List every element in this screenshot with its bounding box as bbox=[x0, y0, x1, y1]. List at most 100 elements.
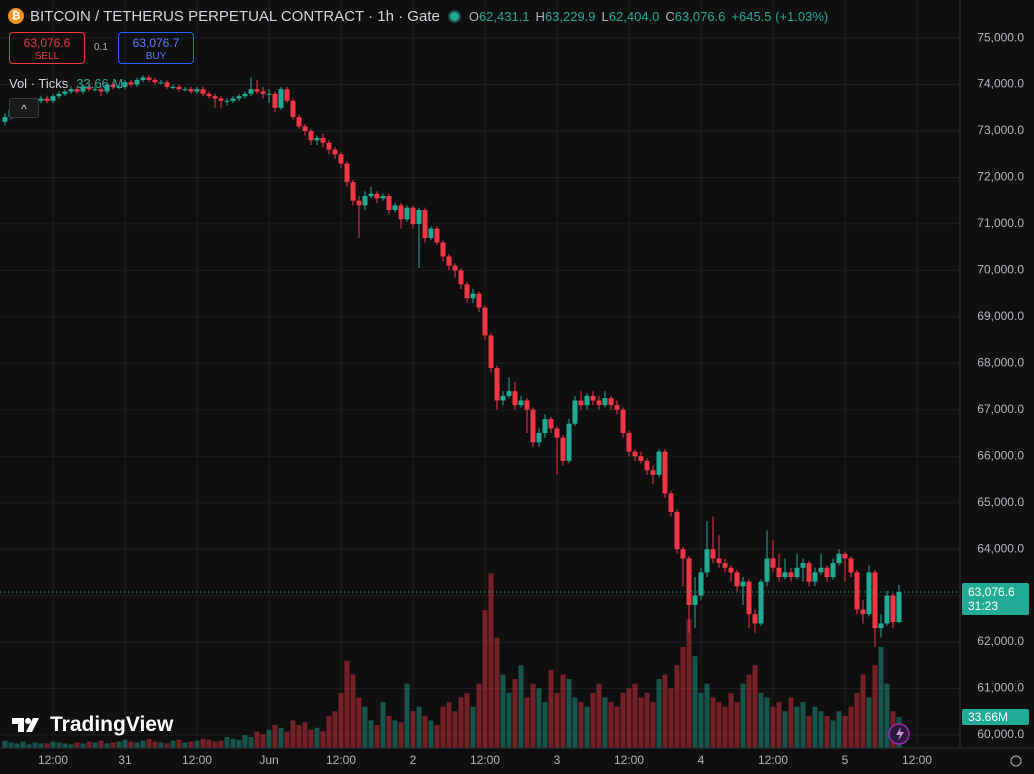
volume-bar bbox=[218, 740, 224, 748]
volume-bar bbox=[518, 665, 524, 748]
volume-bar bbox=[530, 683, 536, 748]
volume-bar bbox=[494, 637, 500, 748]
candle-body bbox=[122, 82, 128, 87]
volume-bar bbox=[62, 743, 68, 748]
volume-bar bbox=[620, 692, 626, 748]
volume-bar bbox=[362, 706, 368, 748]
candle-body bbox=[254, 89, 260, 92]
candle-body bbox=[626, 433, 632, 452]
x-tick-label: 12:00 bbox=[758, 753, 788, 767]
candle-body bbox=[170, 86, 176, 88]
candle-body bbox=[260, 91, 266, 94]
volume-bar bbox=[686, 619, 692, 748]
volume-bar bbox=[404, 683, 410, 748]
volume-bar bbox=[806, 715, 812, 748]
candle-body bbox=[344, 163, 350, 183]
candle-body bbox=[488, 335, 494, 368]
legend-value: 62,404.0 bbox=[608, 8, 660, 24]
candle-body bbox=[338, 154, 344, 164]
volume-bar bbox=[596, 683, 602, 748]
candle-body bbox=[506, 391, 512, 396]
candle-body bbox=[614, 405, 620, 410]
x-tick-label: 31 bbox=[118, 753, 132, 767]
y-tick-label: 68,000.0 bbox=[977, 355, 1024, 369]
candle-body bbox=[770, 558, 776, 568]
candle-body bbox=[458, 270, 464, 285]
volume-bar bbox=[818, 711, 824, 748]
candle-body bbox=[68, 89, 74, 92]
volume-bar bbox=[236, 739, 242, 748]
candle-body bbox=[230, 98, 236, 101]
volume-bar bbox=[14, 743, 20, 748]
candle-body bbox=[602, 398, 608, 406]
header: ₿ BITCOIN / TETHERUS PERPETUAL CONTRACT … bbox=[8, 6, 834, 26]
candle-body bbox=[326, 142, 332, 150]
volume-bar bbox=[56, 742, 62, 748]
y-tick-label: 70,000.0 bbox=[977, 263, 1024, 277]
settings-icon[interactable] bbox=[1010, 755, 1022, 767]
legend-value: 62,431.1 bbox=[478, 8, 530, 24]
candle-body bbox=[140, 77, 146, 80]
volume-bar bbox=[338, 692, 344, 748]
volume-bar bbox=[692, 656, 698, 748]
candle-body bbox=[590, 395, 596, 401]
candle-body bbox=[56, 93, 62, 97]
volume-bar bbox=[812, 706, 818, 748]
volume-bar bbox=[500, 674, 506, 748]
brand-logo bbox=[12, 718, 39, 732]
candle-body bbox=[656, 451, 662, 475]
candle-body bbox=[500, 395, 506, 401]
volume-bar bbox=[824, 715, 830, 748]
y-tick-label: 60,000.0 bbox=[977, 727, 1024, 741]
sell-button[interactable]: 63,076.6 SELL bbox=[9, 32, 85, 64]
candle-body bbox=[314, 137, 320, 141]
candle-body bbox=[536, 433, 542, 443]
candle-body bbox=[422, 209, 428, 238]
candle-body bbox=[818, 567, 824, 573]
x-tick-label: 12:00 bbox=[38, 753, 68, 767]
candle-body bbox=[530, 409, 536, 443]
candle-body bbox=[494, 367, 500, 401]
candle-body bbox=[524, 400, 530, 410]
buy-button[interactable]: 63,076.7 BUY bbox=[118, 32, 194, 64]
candle-body bbox=[518, 400, 524, 406]
candle-body bbox=[236, 96, 242, 99]
price-tag-price: 63,076.6 bbox=[968, 585, 1015, 600]
volume-bar bbox=[164, 743, 170, 748]
candle-body bbox=[554, 428, 560, 438]
volume-legend: Vol · Ticks 33.66 M bbox=[9, 76, 123, 91]
volume-bar bbox=[482, 610, 488, 748]
volume-bar bbox=[302, 722, 308, 748]
candle-body bbox=[638, 456, 644, 461]
volume-bar bbox=[800, 702, 806, 748]
volume-bar bbox=[50, 741, 56, 748]
volume-bar bbox=[410, 711, 416, 748]
volume-bar bbox=[398, 722, 404, 748]
x-tick-label: Jun bbox=[259, 753, 278, 767]
candle-body bbox=[896, 592, 902, 623]
volume-bar bbox=[278, 727, 284, 748]
volume-bar bbox=[698, 692, 704, 748]
volume-bar bbox=[884, 683, 890, 748]
collapse-button[interactable]: ^ bbox=[9, 98, 39, 118]
x-tick-label: 12:00 bbox=[182, 753, 212, 767]
candle-body bbox=[728, 567, 734, 573]
volume-bar bbox=[290, 720, 296, 748]
quantity[interactable]: 0.1 bbox=[94, 42, 108, 53]
candle-body bbox=[452, 265, 458, 271]
candle-body bbox=[878, 623, 884, 629]
candle-body bbox=[266, 93, 272, 95]
volume-bar bbox=[146, 738, 152, 748]
volume-bar bbox=[848, 706, 854, 748]
candle-body bbox=[218, 98, 224, 101]
volume-bar bbox=[266, 729, 272, 748]
volume-bar bbox=[110, 742, 116, 748]
buy-price: 63,076.7 bbox=[132, 36, 180, 50]
candle-body bbox=[164, 82, 170, 87]
candle-body bbox=[80, 86, 86, 92]
volume-tag-value: 33.66M bbox=[968, 710, 1009, 725]
volume-bar bbox=[830, 720, 836, 748]
volume-bar bbox=[464, 692, 470, 748]
volume-bar bbox=[74, 742, 80, 748]
volume-bar bbox=[272, 725, 278, 748]
